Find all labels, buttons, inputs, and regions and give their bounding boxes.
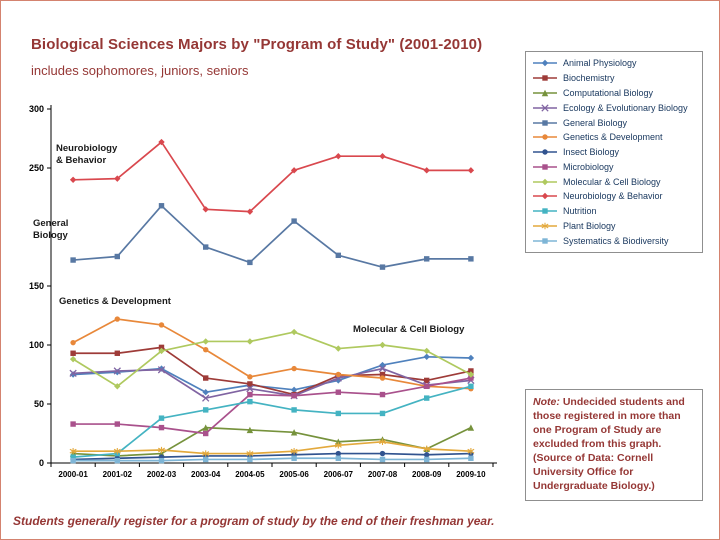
line-chart: 0 50 100 150 250 300 2000-01 2001-02 2002-03 2003… [29, 104, 497, 479]
svg-text:2007-08: 2007-08 [368, 470, 398, 479]
legend-label: Insect Biology [563, 147, 620, 158]
legend-marker-icon [533, 193, 557, 200]
svg-text:300: 300 [29, 104, 44, 114]
legend-label: Biochemistry [563, 73, 615, 84]
svg-text:2006-07: 2006-07 [324, 470, 354, 479]
legend-label: Neurobiology & Behavior [563, 191, 663, 202]
legend-item: Genetics & Development [528, 130, 700, 145]
note-text: Undecided students and those registered … [533, 396, 685, 492]
svg-text:150: 150 [29, 281, 44, 291]
legend-marker-icon [533, 60, 557, 67]
legend-item: Computational Biology [528, 86, 700, 101]
svg-text:& Behavior: & Behavior [56, 155, 106, 166]
legend-label: Animal Physiology [563, 58, 637, 69]
legend-marker-icon [533, 149, 557, 155]
legend-marker-icon [533, 238, 557, 244]
svg-text:2001-02: 2001-02 [103, 470, 133, 479]
svg-text:250: 250 [29, 163, 44, 173]
svg-text:2005-06: 2005-06 [279, 470, 309, 479]
svg-text:Neurobiology: Neurobiology [56, 143, 118, 154]
legend-marker-icon [533, 178, 557, 185]
note-box: Note: Undecided students and those regist… [525, 389, 703, 501]
legend-item: Ecology & Evolutionary Biology [528, 100, 700, 115]
svg-text:2003-04: 2003-04 [191, 470, 221, 479]
svg-text:Biology: Biology [33, 230, 69, 241]
svg-text:2009-10: 2009-10 [456, 470, 486, 479]
svg-text:0: 0 [39, 458, 44, 468]
legend-item: Insect Biology [528, 145, 700, 160]
legend-label: Ecology & Evolutionary Biology [563, 102, 688, 113]
svg-text:2002-03: 2002-03 [147, 470, 177, 479]
legend-label: Microbiology [563, 161, 614, 172]
legend-item: Neurobiology & Behavior [528, 189, 700, 204]
svg-text:General: General [33, 218, 68, 229]
legend-item: Nutrition [528, 204, 700, 219]
legend-item: Biochemistry [528, 71, 700, 86]
legend-marker-icon [533, 75, 557, 81]
legend-item: Plant Biology [528, 219, 700, 234]
legend-label: Nutrition [563, 206, 597, 217]
svg-text:100: 100 [29, 340, 44, 350]
svg-text:Molecular & Cell Biology: Molecular & Cell Biology [353, 324, 465, 335]
svg-text:50: 50 [34, 399, 44, 409]
legend-label: Systematics & Biodiversity [563, 235, 669, 246]
legend-item: General Biology [528, 115, 700, 130]
legend-label: Computational Biology [563, 87, 654, 98]
note-label: Note: [533, 396, 560, 408]
legend-item: Microbiology [528, 159, 700, 174]
legend-item: Animal Physiology [528, 56, 700, 71]
footer-caption: Students generally register for a progra… [13, 514, 495, 528]
svg-text:2000-01: 2000-01 [58, 470, 88, 479]
legend-label: Genetics & Development [563, 132, 663, 143]
legend-marker-icon [533, 222, 557, 230]
legend-marker-icon [533, 89, 557, 97]
legend-item: Systematics & Biodiversity [528, 233, 700, 248]
legend-marker-icon [533, 134, 557, 140]
legend-label: Molecular & Cell Biology [563, 176, 661, 187]
chart-legend: Animal Physiology Biochemistry Computation… [525, 51, 703, 254]
svg-text:2004-05: 2004-05 [235, 470, 265, 479]
legend-marker-icon [533, 104, 557, 112]
legend-label: Plant Biology [563, 220, 616, 231]
legend-marker-icon [533, 164, 557, 170]
chart-subtitle: includes sophomores, juniors, seniors [31, 63, 249, 78]
chart-title: Biological Sciences Majors by "Program o… [31, 36, 483, 53]
svg-text:2008-09: 2008-09 [412, 470, 442, 479]
legend-item: Molecular & Cell Biology [528, 174, 700, 189]
legend-label: General Biology [563, 117, 628, 128]
legend-marker-icon [533, 119, 557, 126]
svg-text:Genetics & Development: Genetics & Development [59, 296, 172, 307]
legend-marker-icon [533, 208, 557, 214]
